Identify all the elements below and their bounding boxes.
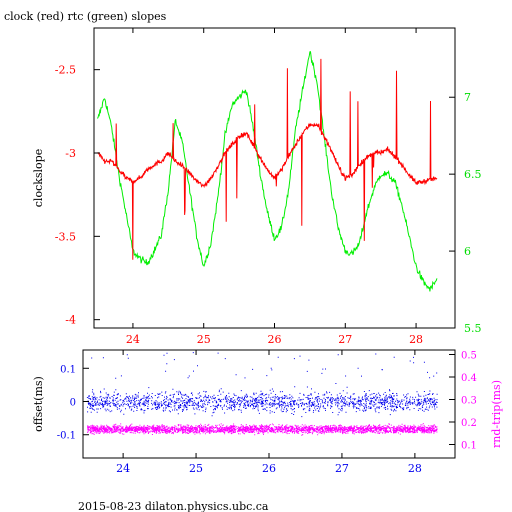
top-right-tick-label: 7 xyxy=(464,91,471,104)
bottom-y-axis-label: offset(ms) xyxy=(32,376,45,432)
top-left-tick-label: -3 xyxy=(65,147,76,160)
top-left-tick-label: -4 xyxy=(65,314,76,327)
top-y-axis-label: clockslope xyxy=(32,149,45,207)
bottom-right-tick-label: 0.5 xyxy=(461,351,477,362)
bottom-x-tick-label: 25 xyxy=(189,462,203,475)
chart-title: clock (red) rtc (green) slopes xyxy=(4,10,167,23)
clock-series-line xyxy=(97,58,438,260)
top-x-tick-label: 27 xyxy=(338,333,352,346)
top-panel: 24 25 26 27 28 -2.5 -3 -3.5 -4 7 6.5 6 5.5 clockslope xyxy=(32,27,482,346)
bottom-x-tick-label: 27 xyxy=(335,462,349,475)
bottom-x-tick-label: 24 xyxy=(116,462,130,475)
top-x-tick-label: 25 xyxy=(197,333,211,346)
bottom-y2-axis-label: rnd-trip(ms) xyxy=(490,380,503,448)
top-right-tick-label: 6.5 xyxy=(464,168,482,181)
top-right-tick-label: 6 xyxy=(464,245,471,258)
top-right-tick-label: 5.5 xyxy=(464,322,482,335)
rtc-series-line xyxy=(97,51,438,292)
top-left-tick-label: -2.5 xyxy=(55,64,76,77)
bottom-right-tick-label: 0.2 xyxy=(461,418,477,429)
offset-series-points xyxy=(86,352,438,418)
top-x-tick-label: 26 xyxy=(268,333,282,346)
bottom-left-tick-label: 0 xyxy=(70,398,76,409)
footer-text: 2015-08-23 dilaton.physics.ubc.ca xyxy=(78,500,269,512)
bottom-left-tick-label: 0.1 xyxy=(60,364,76,375)
top-x-tick-label: 28 xyxy=(409,333,423,346)
rnd-trip-series-points xyxy=(87,423,438,436)
top-x-tick-label: 24 xyxy=(126,333,140,346)
bottom-left-tick-label: -0.1 xyxy=(57,431,76,442)
bottom-right-tick-label: 0.4 xyxy=(461,373,477,384)
bottom-right-tick-label: 0.1 xyxy=(461,441,477,452)
bottom-panel: 24 25 26 27 28 0.1 0 -0.1 0.5 0.4 0.3 0.2 0.1 offset(… xyxy=(32,349,503,475)
bottom-right-tick-label: 0.3 xyxy=(461,396,477,407)
bottom-x-tick-label: 26 xyxy=(262,462,276,475)
top-left-tick-label: -3.5 xyxy=(55,230,76,243)
bottom-x-tick-label: 28 xyxy=(408,462,422,475)
